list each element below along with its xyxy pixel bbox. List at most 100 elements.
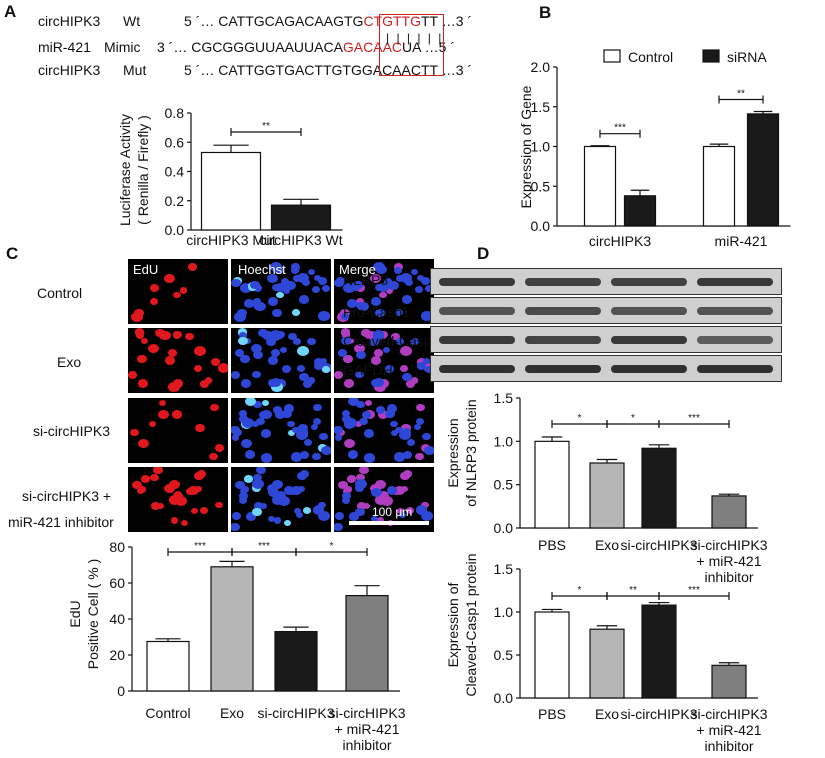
nucleus	[378, 491, 389, 501]
nucleus	[272, 406, 283, 415]
gene_expression-significance-label: **	[737, 89, 745, 100]
nucleus	[172, 331, 182, 339]
nucleus	[283, 520, 291, 527]
cleaved_casp1_expression-bar	[589, 628, 625, 699]
nucleus	[249, 280, 260, 290]
nucleus	[132, 481, 142, 490]
nucleus	[184, 332, 194, 341]
nucleus	[372, 330, 385, 341]
nucleus	[318, 311, 330, 321]
nucleus	[343, 282, 355, 293]
blot-cleaved-casp1	[430, 326, 782, 353]
nucleus	[384, 365, 394, 373]
nucleus	[231, 425, 240, 434]
nucleus	[381, 495, 393, 506]
nucleus	[150, 473, 159, 482]
edu_positive-significance-label: ***	[194, 541, 206, 552]
nlrp3_expression-y-axis-label: Expression	[445, 418, 461, 487]
edu_positive-y-tick-label: 60	[109, 575, 125, 591]
nucleus	[290, 262, 301, 271]
luciferase-y-tick-label: 0.0	[165, 222, 185, 238]
nucleus	[149, 283, 160, 293]
nucleus	[287, 429, 296, 436]
luciferase-y-tick-label: 0.2	[165, 193, 185, 209]
nucleus	[137, 378, 149, 388]
nucleus	[250, 343, 262, 353]
nucleus	[424, 445, 434, 455]
nucleus	[341, 492, 351, 501]
nucleus	[281, 365, 291, 373]
panel-label-b: B	[539, 3, 552, 22]
nucleus	[343, 378, 355, 388]
nucleus	[374, 382, 386, 393]
nucleus	[282, 287, 291, 294]
nucleus	[154, 328, 165, 338]
nucleus	[297, 345, 309, 356]
nlrp3_expression-bar	[711, 495, 747, 529]
nucleus	[346, 298, 358, 308]
blot-band	[439, 307, 515, 315]
nucleus	[275, 410, 286, 419]
nucleus	[217, 363, 228, 373]
nucleus	[319, 358, 327, 365]
nucleus	[370, 297, 382, 307]
gene_expression-significance-label: ***	[614, 123, 626, 134]
nucleus	[238, 415, 248, 423]
nucleus	[395, 275, 404, 283]
nucleus	[422, 432, 431, 441]
nucleus	[282, 409, 293, 418]
nucleus	[402, 372, 412, 381]
nucleus	[278, 495, 290, 506]
nucleus	[231, 434, 240, 441]
scale-bar	[349, 521, 429, 525]
nucleus	[334, 434, 343, 441]
nucleus	[360, 328, 371, 338]
panel-label-a: A	[4, 2, 17, 21]
gene_expression-y-tick-label: 1.5	[531, 99, 551, 115]
nucleus	[341, 415, 351, 423]
nucleus	[368, 337, 379, 347]
nucleus	[307, 269, 315, 276]
micrograph-edu-0	[128, 259, 228, 324]
nucleus	[173, 291, 181, 299]
seq1-sequence: 5 ´… CATTGCAGACAAGTGCTGTTGTT …3 ´	[184, 13, 473, 29]
row-label-exo: Exo	[57, 354, 82, 370]
nucleus	[296, 364, 306, 372]
nucleus	[168, 495, 181, 505]
nucleus	[295, 511, 304, 518]
cleaved_casp1_expression-y-tick-label: 0.0	[494, 690, 514, 706]
nucleus	[342, 410, 350, 417]
nucleus	[199, 507, 208, 514]
nucleus	[390, 420, 398, 427]
nucleus	[347, 338, 355, 344]
blot-band	[697, 336, 773, 344]
nlrp3_expression-category-label: PBS	[538, 537, 566, 553]
nucleus	[159, 330, 171, 341]
edu_positive-category-label: Exo	[220, 705, 244, 721]
blot-band	[697, 278, 773, 286]
panel-label-d: D	[477, 244, 490, 263]
cleaved_casp1_expression-category-label: si-circHIPK3	[620, 706, 697, 722]
seq3-type: Mut	[123, 62, 147, 78]
luciferase-category-label: circHIPK3 Mut	[186, 232, 276, 248]
nucleus	[370, 516, 379, 523]
nucleus	[321, 284, 330, 292]
nucleus	[243, 298, 255, 308]
nucleus	[375, 480, 387, 490]
seq1-name: circHIPK3	[38, 13, 101, 29]
seq2-sequence: 3 ´… CGCGGGUUAAUUACAGACAACUA …5 ´	[157, 39, 455, 55]
luciferase-bar	[200, 151, 262, 231]
nucleus	[241, 438, 253, 449]
cleaved_casp1_expression-significance-label: *	[578, 585, 582, 596]
nucleus	[363, 429, 374, 438]
nucleus	[359, 467, 369, 475]
nucleus	[353, 343, 365, 353]
blot-band	[697, 365, 773, 373]
nucleus	[347, 398, 359, 407]
nucleus	[334, 522, 344, 532]
nucleus	[370, 487, 382, 498]
gene_expression-bar	[623, 195, 657, 227]
nucleus	[404, 279, 414, 287]
blot-band	[439, 278, 515, 286]
nucleus	[318, 511, 330, 522]
